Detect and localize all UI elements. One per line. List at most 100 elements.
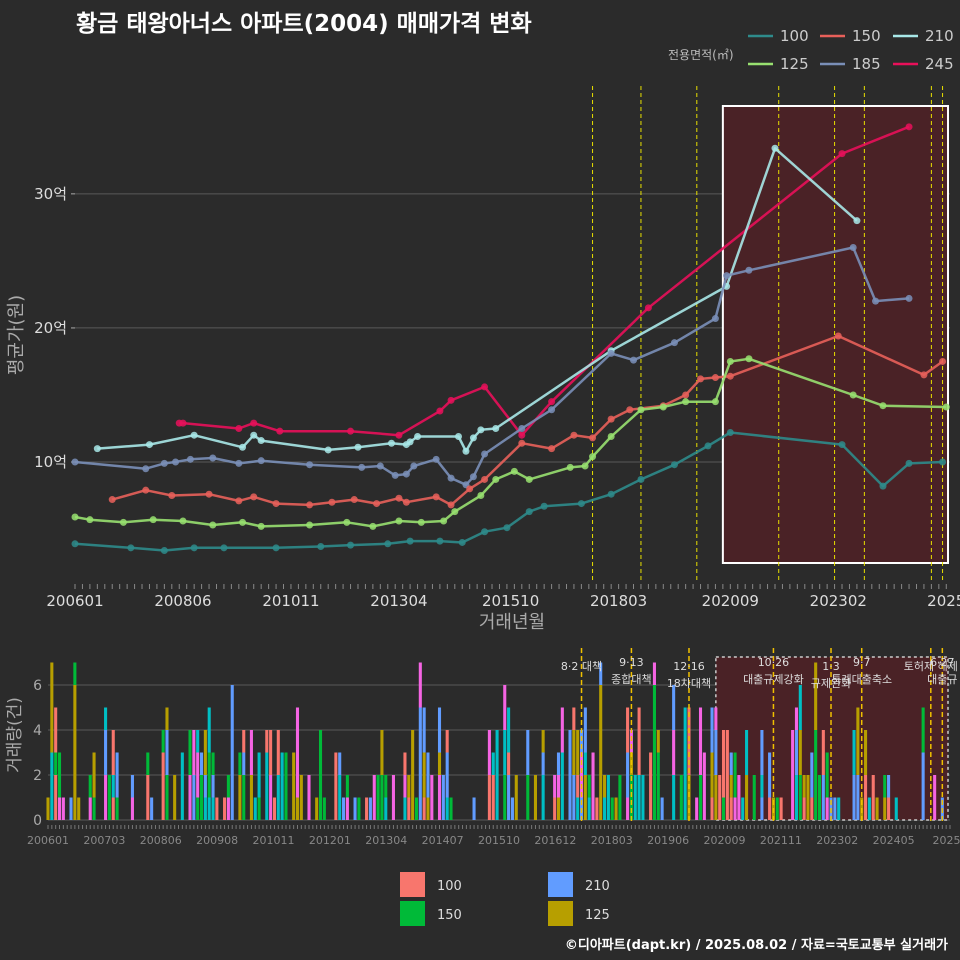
data-point — [525, 475, 533, 483]
bar-segment-185 — [207, 707, 211, 753]
series-185 — [71, 243, 913, 489]
bar-segment-100 — [802, 797, 806, 820]
bar-segment-210 — [921, 752, 925, 775]
bar-segment-125 — [315, 797, 319, 820]
data-point — [119, 518, 127, 526]
bar-segment-210 — [115, 752, 119, 798]
y-tick-label: 2 — [33, 768, 42, 784]
bar-segment-125 — [514, 775, 518, 820]
bar-segment-245 — [196, 752, 200, 798]
bar-segment-245 — [579, 752, 584, 798]
bar-segment-100 — [887, 797, 891, 820]
bar-segment-150 — [618, 775, 622, 820]
data-point — [440, 517, 448, 525]
bar-segment-100 — [407, 797, 411, 820]
x-tick-label: 202302 — [810, 592, 867, 610]
data-point — [373, 500, 381, 508]
bar-segment-100 — [161, 752, 165, 820]
bar-segment-245 — [61, 797, 65, 820]
data-point — [190, 431, 198, 439]
bar-segment-245 — [437, 775, 442, 820]
bar-segment-100 — [576, 775, 580, 798]
y-tick-label: 10억 — [34, 453, 67, 471]
bar-segment-210 — [672, 685, 676, 730]
x-tick-label: 201510 — [482, 592, 539, 610]
legend-label: 185 — [852, 55, 881, 73]
bar-segment-185 — [50, 752, 54, 820]
bar-segment-125 — [203, 730, 207, 775]
bar-segment-125 — [295, 797, 300, 820]
bar-segment-245 — [556, 775, 561, 798]
data-point — [589, 453, 597, 461]
top-legend: 전용면적(㎡) 100 150 210 125 185 245 — [668, 27, 954, 73]
bar-segment-210 — [821, 775, 825, 820]
data-point — [354, 443, 362, 451]
data-point — [477, 426, 485, 434]
bar-segment-125 — [299, 775, 303, 820]
bar-segment-185 — [641, 775, 645, 820]
bar-segment-100 — [54, 707, 58, 753]
data-point — [447, 501, 455, 509]
bar-segment-125 — [729, 775, 733, 798]
x-tick-label: 201612 — [534, 834, 576, 847]
bar-segment-185 — [741, 797, 745, 820]
data-point — [328, 498, 336, 506]
bar-segment-150 — [825, 752, 829, 798]
bar-segment-125 — [806, 775, 810, 820]
data-point — [711, 398, 719, 406]
data-point — [406, 537, 414, 545]
data-point — [205, 490, 213, 498]
x-tick-label: 202302 — [816, 834, 858, 847]
data-point — [607, 433, 615, 441]
data-point — [548, 398, 556, 406]
data-point — [71, 540, 79, 548]
bar-segment-150 — [652, 685, 656, 820]
data-point — [127, 544, 135, 552]
data-point — [589, 434, 597, 442]
bar-segment-210 — [418, 707, 422, 820]
data-point — [726, 357, 734, 365]
bar-segment-125 — [541, 730, 545, 753]
bar-segment-185 — [603, 797, 607, 820]
x-tick-label: 201803 — [590, 592, 647, 610]
bar-segment-185 — [587, 797, 591, 820]
data-point — [257, 437, 265, 445]
bar-segment-150 — [733, 752, 737, 798]
data-point — [350, 496, 358, 504]
bar-segment-125 — [249, 797, 253, 820]
data-point — [179, 419, 187, 427]
policy-annotation: 12·16 — [673, 660, 705, 673]
data-point — [726, 372, 734, 380]
x-tick-label: 202009 — [704, 834, 746, 847]
bar-segment-210 — [130, 775, 134, 798]
bar-segment-210 — [583, 707, 587, 753]
data-point — [395, 517, 403, 525]
bar-segment-245 — [130, 797, 134, 820]
bar-segment-245 — [57, 797, 62, 820]
bar-segment-210 — [568, 730, 572, 753]
bar-segment-125 — [407, 775, 411, 798]
bar-segment-185 — [745, 730, 749, 775]
bar-segment-150 — [526, 775, 530, 820]
bar-segment-245 — [372, 775, 376, 820]
bar-segment-210 — [165, 730, 169, 775]
policy-annotation: 9·13 — [619, 656, 644, 669]
policy-annotation: 6·27 — [930, 656, 955, 669]
bar-segment-210 — [342, 797, 346, 820]
data-point — [879, 482, 887, 490]
data-point — [879, 402, 887, 410]
bar-segment-185 — [576, 797, 580, 820]
bar-segment-125 — [238, 775, 242, 820]
data-point — [481, 528, 489, 536]
bar-segment-100 — [722, 730, 726, 775]
bar-segment-245 — [560, 707, 564, 753]
bar-segment-245 — [345, 797, 349, 820]
data-point — [607, 490, 615, 498]
legend-label: 150 — [437, 908, 462, 923]
bar-segment-125 — [533, 775, 537, 820]
data-point — [607, 349, 615, 357]
data-point — [477, 492, 485, 500]
x-tick-label: 201011 — [262, 592, 319, 610]
bar-segment-150 — [238, 752, 242, 775]
data-point — [682, 398, 690, 406]
